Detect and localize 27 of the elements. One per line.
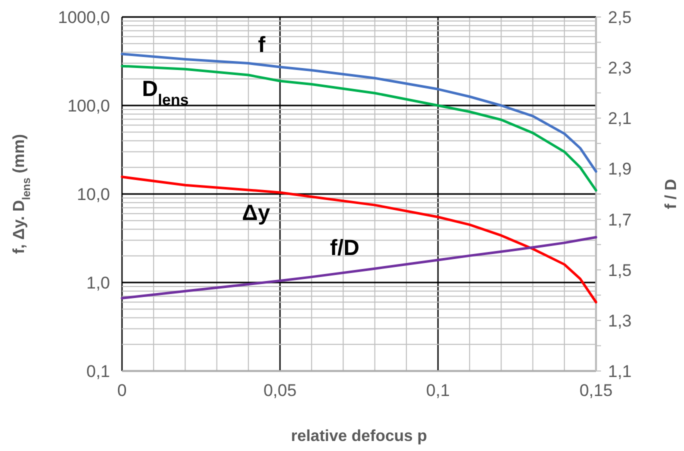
series-label: D$_{lens}$ bbox=[142, 76, 189, 108]
x-tick-label: 0 bbox=[117, 381, 127, 400]
x-tick-label: 0,1 bbox=[426, 381, 450, 400]
line-series bbox=[120, 64, 598, 192]
y2-tick-label: 1,9 bbox=[608, 160, 632, 179]
line-series bbox=[120, 52, 598, 173]
y2-tick-label: 2,5 bbox=[608, 8, 632, 27]
y-tick-label: 100,0 bbox=[67, 96, 110, 116]
x-axis-title: relative defocus p bbox=[290, 428, 428, 445]
line-series bbox=[120, 236, 598, 300]
y-tick-label: 10,0 bbox=[76, 185, 110, 204]
y-tick-label: 0,1 bbox=[86, 362, 110, 381]
y-tick-label: 1000,0 bbox=[58, 8, 110, 27]
x-tick-label: 0,05 bbox=[263, 381, 297, 400]
series-label: f/D bbox=[330, 235, 360, 260]
x-tick-label: 0,15 bbox=[579, 381, 613, 400]
y2-tick-label: 2,3 bbox=[608, 58, 632, 78]
y2-axis-title: f / D bbox=[663, 178, 680, 210]
series-label: Δy bbox=[242, 200, 271, 225]
line-series bbox=[120, 176, 598, 304]
y2-tick-label: 2,1 bbox=[608, 109, 632, 128]
y2-tick-label: 1,7 bbox=[608, 210, 632, 230]
series-label: f bbox=[258, 32, 266, 57]
y-tick-label: 1,0 bbox=[86, 274, 110, 292]
y2-tick-label: 1,5 bbox=[608, 260, 632, 280]
y2-tick-label: 1,3 bbox=[608, 311, 632, 330]
y2-tick-label: 1,1 bbox=[608, 362, 632, 381]
